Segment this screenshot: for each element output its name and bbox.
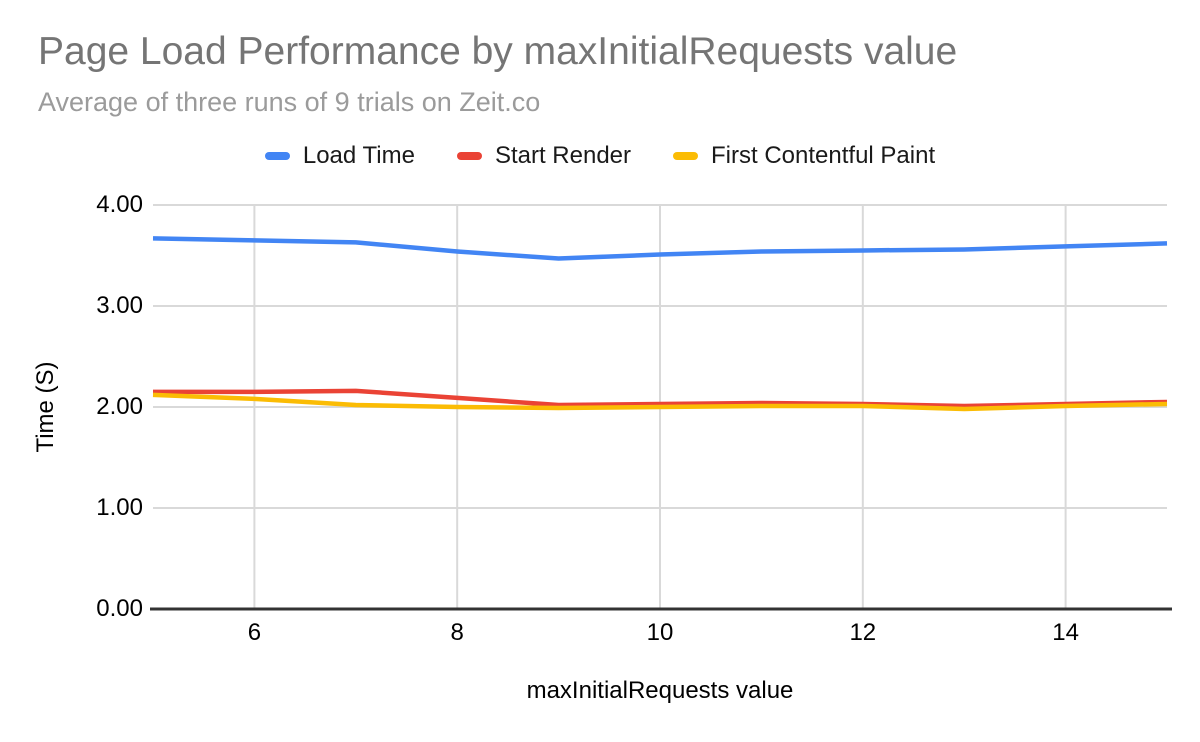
y-tick-label: 4.00	[96, 191, 143, 218]
y-tick-label: 1.00	[96, 494, 143, 521]
x-tick-label: 6	[247, 619, 262, 646]
legend-swatch-icon	[264, 152, 290, 160]
legend: Load Time Start Render First Contentful Pa…	[0, 141, 1200, 171]
y-tick-label: 3.00	[96, 292, 143, 319]
legend-item-start-render: Start Render	[456, 142, 632, 170]
legend-label: Load Time	[302, 142, 415, 169]
legend-label: Start Render	[494, 142, 632, 169]
x-tick-label: 14	[1052, 619, 1079, 646]
series-line-first-contentful-paint	[152, 392, 1168, 412]
series-line-load-time	[152, 236, 1168, 261]
chart-title: Page Load Performance by maxInitialReque…	[38, 30, 958, 73]
legend-item-load-time: Load Time	[264, 142, 415, 170]
legend-swatch-icon	[673, 152, 699, 160]
y-tick-label: 2.00	[96, 393, 143, 420]
y-tick-label: 0.00	[96, 595, 143, 622]
x-tick-label: 8	[450, 619, 464, 646]
legend-label: First Contentful Paint	[711, 142, 936, 169]
x-tick-label: 10	[646, 619, 674, 646]
chart-subtitle: Average of three runs of 9 trials on Zei…	[38, 87, 541, 117]
legend-swatch-icon	[456, 152, 482, 160]
x-tick-label: 12	[849, 619, 877, 646]
legend-item-first-contentful-paint: First Contentful Paint	[673, 142, 935, 170]
x-axis-title: maxInitialRequests value	[526, 677, 794, 704]
y-axis-title: Time (S)	[32, 361, 59, 453]
series-line-start-render	[153, 388, 1168, 409]
